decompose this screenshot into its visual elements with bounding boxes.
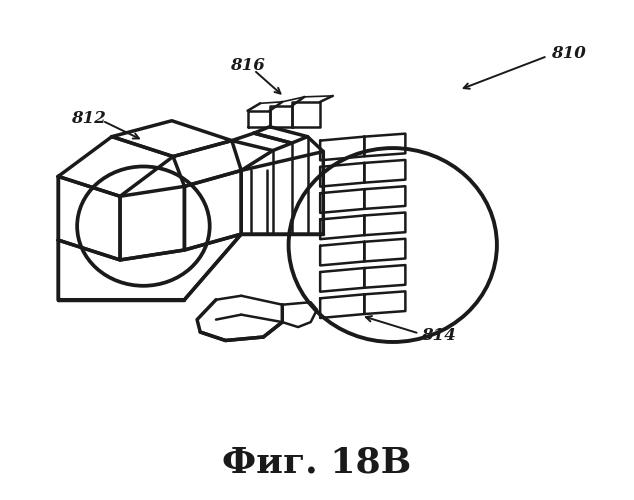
Text: 816: 816	[230, 56, 265, 74]
Text: 812: 812	[71, 110, 106, 126]
Text: 814: 814	[421, 327, 456, 344]
Text: Фиг. 18B: Фиг. 18B	[223, 446, 411, 480]
Text: 810: 810	[550, 45, 585, 62]
